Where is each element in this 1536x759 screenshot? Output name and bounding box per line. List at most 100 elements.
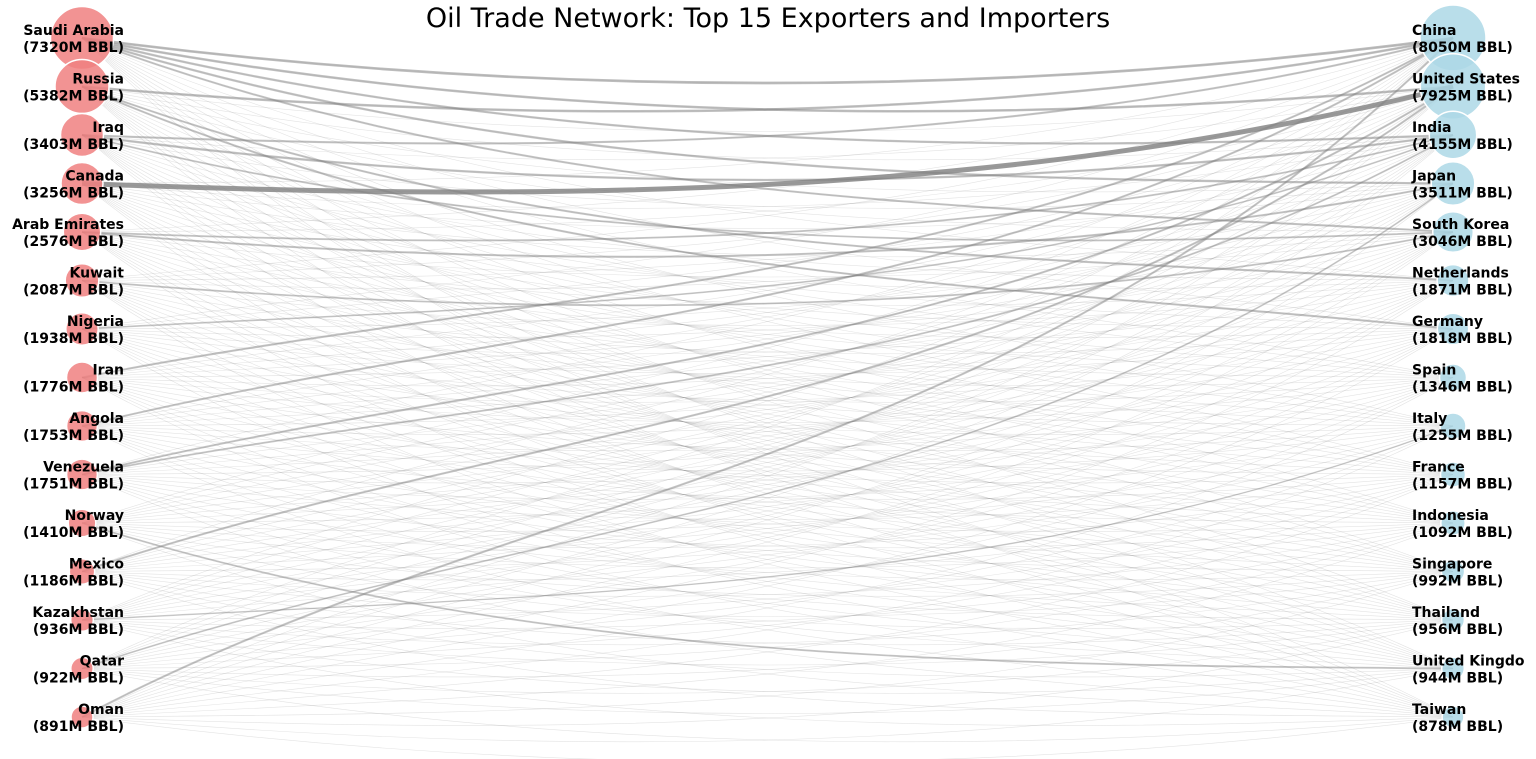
trade-edge-arab-emirates-taiwan	[81, 231, 1454, 718]
trade-edge-kuwait-taiwan	[81, 280, 1454, 718]
trade-edge-venezuela-india	[81, 134, 1454, 475]
importer-node-germany	[1436, 312, 1470, 346]
trade-edge-iran-singapore	[81, 377, 1454, 572]
trade-edge-kuwait-netherlands	[81, 280, 1454, 326]
trade-edge-qatar-united-states	[81, 86, 1454, 669]
trade-edge-oman-spain	[81, 377, 1454, 718]
trade-edge-russia-indonesia	[81, 86, 1454, 524]
trade-edge-angola-japan	[81, 183, 1454, 427]
trade-edge-iraq-singapore	[81, 134, 1454, 572]
importer-node-south-korea	[1431, 210, 1475, 254]
trade-edge-russia-spain	[81, 86, 1454, 378]
trade-edge-norway-india	[81, 134, 1454, 524]
trade-edge-saudi-arabia-taiwan	[81, 37, 1454, 718]
trade-edge-qatar-japan	[81, 183, 1454, 669]
trade-edge-arab-emirates-south-korea	[81, 231, 1454, 278]
trade-edge-saudi-arabia-spain	[81, 37, 1454, 378]
importer-label-india: India (4155M BBL)	[1412, 120, 1513, 153]
trade-edge-kazakhstan-thailand	[81, 619, 1454, 666]
importer-label-france: France (1157M BBL)	[1412, 460, 1513, 493]
exporter-label-arab-emirates: Arab Emirates (2576M BBL)	[12, 217, 124, 250]
trade-edge-norway-indonesia	[81, 522, 1454, 569]
trade-edge-kuwait-united-states	[81, 86, 1454, 281]
trade-edge-qatar-italy	[81, 425, 1454, 669]
trade-edge-iran-china	[81, 37, 1454, 378]
trade-edge-russia-united-kingdom	[81, 86, 1454, 669]
importer-label-thailand: Thailand (956M BBL)	[1412, 605, 1503, 638]
trade-edge-iran-south-korea	[81, 231, 1454, 378]
trade-edge-kazakhstan-united-states	[81, 86, 1454, 621]
trade-edge-arab-emirates-indonesia	[81, 231, 1454, 524]
trade-edge-saudi-arabia-india	[81, 37, 1454, 144]
exporter-label-canada: Canada (3256M BBL)	[23, 169, 124, 202]
major-flow-arab-emirates-japan	[81, 182, 1454, 258]
trade-edge-saudi-arabia-united-kingdom	[81, 37, 1454, 669]
trade-edge-nigeria-netherlands	[81, 280, 1454, 355]
major-flow-arab-emirates-india	[81, 134, 1454, 242]
trade-edge-iraq-thailand	[81, 134, 1454, 621]
country-labels: Saudi Arabia (7320M BBL) Russia (5382M BBL)…	[12, 23, 1525, 735]
trade-edge-kazakhstan-spain	[81, 377, 1454, 621]
trade-edge-canada-singapore	[81, 183, 1454, 572]
exporter-label-russia: Russia (5382M BBL)	[23, 72, 124, 105]
trade-edge-venezuela-germany	[81, 328, 1454, 475]
trade-edge-qatar-netherlands	[81, 280, 1454, 669]
trade-edge-angola-india	[81, 134, 1454, 427]
trade-edge-nigeria-india	[81, 134, 1454, 330]
trade-edge-canada-china	[81, 37, 1454, 184]
trade-edge-kuwait-indonesia	[81, 280, 1454, 524]
importer-node-taiwan	[1441, 705, 1465, 729]
major-flow-iraq-india	[81, 133, 1454, 182]
trade-edge-iran-netherlands	[81, 280, 1454, 387]
trade-edge-norway-singapore	[81, 522, 1454, 597]
trade-edge-mexico-united-states	[81, 86, 1454, 572]
trade-edge-angola-indonesia	[81, 425, 1454, 532]
trade-edge-mexico-france	[81, 474, 1454, 581]
trade-edge-oman-singapore	[81, 571, 1454, 718]
importer-node-indonesia	[1440, 510, 1466, 536]
trade-edge-arab-emirates-japan	[81, 183, 1454, 258]
importer-node-france	[1439, 461, 1467, 488]
major-flow-saudi-arabia-south-korea	[81, 37, 1454, 234]
major-flow-qatar-japan	[81, 182, 1454, 670]
trade-edge-kazakhstan-taiwan	[81, 619, 1454, 726]
trade-edge-iraq-italy	[81, 134, 1454, 427]
trade-edge-kuwait-spain	[81, 280, 1454, 387]
trade-edge-mexico-india	[81, 134, 1454, 572]
importer-label-china: China (8050M BBL)	[1412, 23, 1513, 56]
importer-label-taiwan: Taiwan (878M BBL)	[1412, 702, 1503, 735]
trade-edge-russia-south-korea	[81, 86, 1454, 233]
trade-edge-arab-emirates-italy	[81, 231, 1454, 427]
trade-edge-iraq-india	[81, 134, 1454, 181]
trade-edge-oman-taiwan	[81, 716, 1454, 759]
trade-edge-iran-indonesia	[81, 377, 1454, 524]
trade-edge-mexico-spain	[81, 377, 1454, 572]
trade-edge-qatar-singapore	[81, 571, 1454, 678]
trade-edge-angola-south-korea	[81, 231, 1454, 427]
country-nodes	[49, 4, 1487, 729]
importer-node-singapore	[1440, 559, 1466, 584]
trade-edge-kazakhstan-united-kingdom	[81, 619, 1454, 694]
trade-edge-venezuela-indonesia	[81, 474, 1454, 549]
major-flow-russia-germany	[81, 85, 1454, 331]
trade-edge-oman-indonesia	[81, 522, 1454, 718]
trade-edge-nigeria-thailand	[81, 328, 1454, 621]
trade-edge-oman-united-states	[81, 86, 1454, 718]
trade-edge-mexico-taiwan	[81, 571, 1454, 718]
trade-edge-arab-emirates-netherlands	[81, 231, 1454, 306]
major-flow-venezuela-india	[81, 134, 1454, 476]
exporter-label-iraq: Iraq (3403M BBL)	[23, 120, 124, 153]
importer-node-netherlands	[1436, 263, 1470, 298]
trade-edge-arab-emirates-united-states	[81, 86, 1454, 233]
trade-edge-norway-taiwan	[81, 522, 1454, 718]
importer-label-indonesia: Indonesia (1092M BBL)	[1412, 508, 1513, 541]
trade-edge-qatar-thailand	[81, 619, 1454, 694]
trade-edge-iran-spain	[81, 377, 1454, 423]
exporter-node-norway	[67, 508, 97, 538]
major-flow-canada-united-states	[81, 84, 1454, 195]
importer-node-spain	[1438, 363, 1468, 392]
trade-edge-mexico-indonesia	[81, 522, 1454, 597]
trade-edge-iraq-japan	[81, 134, 1454, 209]
trade-edge-nigeria-singapore	[81, 328, 1454, 572]
trade-edge-arab-emirates-france	[81, 231, 1454, 475]
